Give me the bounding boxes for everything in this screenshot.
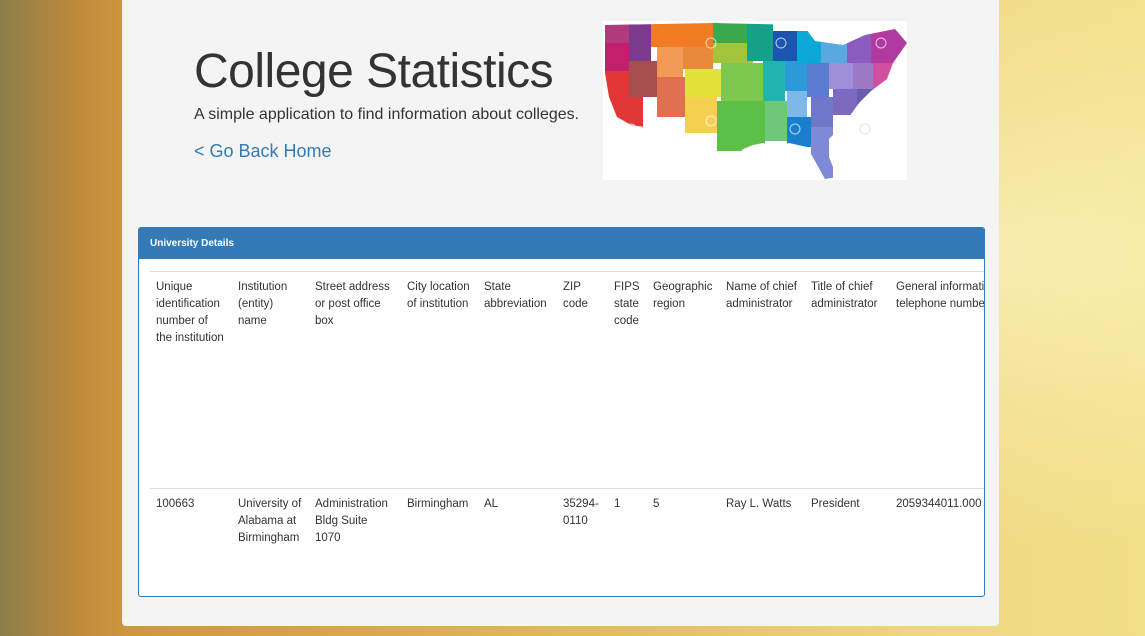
column-header-region: Geographic region [653, 281, 713, 310]
table-row: 100663 University of Alabama at Birmingh… [150, 488, 984, 569]
university-details-heading: University Details [139, 228, 984, 259]
cell-chief-title: President [811, 498, 860, 510]
column-header-city: City location of institution [407, 281, 470, 310]
column-header-state: State abbreviation [484, 281, 547, 310]
column-header-zip: ZIP code [563, 281, 588, 310]
column-header-telephone: General information telephone number [896, 281, 984, 310]
university-details-panel: University Details [138, 227, 985, 597]
column-header-chief-name: Name of chief administrator [726, 281, 797, 310]
column-header-unitid: Unique identification number of the inst… [156, 281, 224, 344]
cell-region: 5 [653, 498, 660, 510]
us-map-image [603, 21, 907, 180]
cell-chief-name: Ray L. Watts [726, 498, 792, 510]
main-panel: College Statistics A simple application … [122, 0, 999, 626]
page-subtitle: A simple application to find information… [194, 106, 580, 123]
page-title: College Statistics [194, 45, 554, 98]
cell-zip: 35294-0110 [563, 498, 599, 527]
column-header-chief-title: Title of chief administrator [811, 281, 878, 310]
column-header-fips: FIPS state code [614, 281, 640, 327]
cell-state: AL [484, 498, 499, 510]
table-header-row: Unique identification number of the inst… [150, 271, 984, 489]
cell-fips: 1 [614, 498, 621, 510]
us-map-graphic [605, 23, 907, 179]
go-back-home-link[interactable]: < Go Back Home [194, 141, 332, 161]
cell-unitid: 100663 [156, 498, 195, 510]
cell-telephone: 2059344011.000 [896, 498, 982, 510]
column-header-institution-name: Institution (entity) name [238, 281, 288, 327]
column-header-street-address: Street address or post office box [315, 281, 390, 327]
cell-street-address: Administration Bldg Suite 1070 [315, 498, 388, 544]
table-scroll-area[interactable]: Unique identification number of the inst… [150, 271, 984, 571]
cell-city: Birmingham [407, 498, 469, 510]
university-details-table: Unique identification number of the inst… [150, 271, 984, 569]
cell-institution-name: University of Alabama at Birmingham [238, 498, 302, 544]
